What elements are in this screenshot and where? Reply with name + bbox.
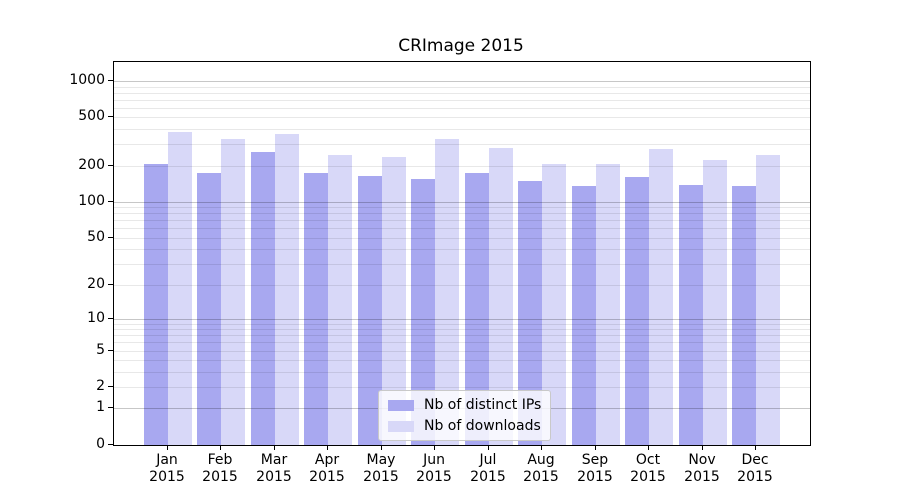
x-tick-label: Jul 2015 bbox=[453, 452, 523, 486]
x-tick-month: Jul bbox=[479, 452, 497, 468]
bar-ips-feb bbox=[197, 173, 221, 445]
bar-ips-oct bbox=[625, 177, 649, 445]
bars-layer bbox=[114, 62, 810, 445]
x-tick-mark bbox=[702, 445, 703, 450]
x-tick-label: Nov 2015 bbox=[667, 452, 737, 486]
x-tick-mark bbox=[274, 445, 275, 450]
bar-ips-jan bbox=[144, 164, 168, 445]
x-tick-label: Jun 2015 bbox=[399, 452, 469, 486]
x-tick-label: Feb 2015 bbox=[185, 452, 255, 486]
y-tick-mark bbox=[108, 201, 113, 202]
bar-downloads-jan bbox=[168, 132, 192, 445]
x-tick-month: Feb bbox=[207, 452, 233, 468]
x-tick-month: Nov bbox=[688, 452, 716, 468]
x-tick-mark bbox=[167, 445, 168, 450]
x-tick-label: Jan 2015 bbox=[132, 452, 202, 486]
y-tick-label: 0 bbox=[96, 436, 105, 452]
x-tick-month: Apr bbox=[314, 452, 340, 468]
bar-downloads-feb bbox=[221, 139, 245, 445]
x-tick-mark bbox=[327, 445, 328, 450]
x-tick-year: 2015 bbox=[684, 469, 720, 485]
legend-label-distinct-ips: Nb of distinct IPs bbox=[424, 397, 542, 413]
x-tick-label: Mar 2015 bbox=[239, 452, 309, 486]
x-tick-mark bbox=[434, 445, 435, 450]
plot-area: Nb of distinct IPs Nb of downloads bbox=[113, 61, 811, 446]
x-tick-month: Sep bbox=[581, 452, 609, 468]
x-tick-year: 2015 bbox=[202, 469, 238, 485]
y-tick-mark bbox=[108, 407, 113, 408]
x-tick-year: 2015 bbox=[523, 469, 559, 485]
bar-ips-nov bbox=[679, 185, 703, 445]
x-tick-year: 2015 bbox=[363, 469, 399, 485]
x-tick-year: 2015 bbox=[470, 469, 506, 485]
y-tick-label: 100 bbox=[78, 193, 105, 209]
bar-ips-sep bbox=[572, 186, 596, 445]
x-tick-label: Sep 2015 bbox=[560, 452, 630, 486]
x-tick-mark bbox=[648, 445, 649, 450]
y-tick-mark bbox=[108, 284, 113, 285]
x-tick-month: Mar bbox=[260, 452, 288, 468]
y-tick-label: 1000 bbox=[69, 72, 105, 88]
x-tick-month: Dec bbox=[741, 452, 769, 468]
y-tick-label: 2 bbox=[96, 378, 105, 394]
y-tick-label: 500 bbox=[78, 108, 105, 124]
legend-swatch-distinct-ips-icon bbox=[388, 399, 414, 411]
y-tick-mark bbox=[108, 318, 113, 319]
x-tick-year: 2015 bbox=[149, 469, 185, 485]
x-tick-label: Aug 2015 bbox=[506, 452, 576, 486]
bar-downloads-nov bbox=[703, 160, 727, 445]
x-tick-label: Oct 2015 bbox=[613, 452, 683, 486]
x-tick-month: May bbox=[366, 452, 396, 468]
bar-downloads-apr bbox=[328, 155, 352, 445]
x-tick-year: 2015 bbox=[577, 469, 613, 485]
x-tick-month: Jun bbox=[423, 452, 445, 468]
y-tick-label: 10 bbox=[87, 310, 105, 326]
x-tick-mark bbox=[755, 445, 756, 450]
x-tick-mark bbox=[381, 445, 382, 450]
x-tick-month: Oct bbox=[635, 452, 661, 468]
x-tick-label: Apr 2015 bbox=[292, 452, 362, 486]
y-tick-label: 200 bbox=[78, 157, 105, 173]
legend-swatch-downloads-icon bbox=[388, 420, 414, 432]
x-tick-mark bbox=[541, 445, 542, 450]
x-tick-mark bbox=[220, 445, 221, 450]
y-tick-mark bbox=[108, 237, 113, 238]
bar-ips-dec bbox=[732, 186, 756, 445]
x-tick-year: 2015 bbox=[309, 469, 345, 485]
x-tick-label: Dec 2015 bbox=[720, 452, 790, 486]
x-tick-year: 2015 bbox=[630, 469, 666, 485]
y-tick-mark bbox=[108, 444, 113, 445]
x-tick-month: Jan bbox=[156, 452, 178, 468]
y-tick-mark bbox=[108, 80, 113, 81]
legend-item-distinct-ips: Nb of distinct IPs bbox=[388, 397, 541, 413]
bar-downloads-mar bbox=[275, 134, 299, 445]
bar-ips-apr bbox=[304, 173, 328, 445]
legend-item-downloads: Nb of downloads bbox=[388, 418, 541, 434]
y-tick-mark bbox=[108, 350, 113, 351]
y-tick-label: 5 bbox=[96, 342, 105, 358]
bar-ips-mar bbox=[251, 152, 275, 445]
y-tick-label: 1 bbox=[96, 399, 105, 415]
y-tick-mark bbox=[108, 116, 113, 117]
chart-title: CRImage 2015 bbox=[398, 36, 524, 56]
y-tick-label: 20 bbox=[87, 276, 105, 292]
x-tick-label: May 2015 bbox=[346, 452, 416, 486]
x-tick-mark bbox=[595, 445, 596, 450]
x-tick-month: Aug bbox=[527, 452, 555, 468]
bar-downloads-sep bbox=[596, 164, 620, 445]
legend: Nb of distinct IPs Nb of downloads bbox=[378, 390, 552, 441]
y-tick-mark bbox=[108, 165, 113, 166]
x-tick-year: 2015 bbox=[737, 469, 773, 485]
x-tick-mark bbox=[488, 445, 489, 450]
bar-downloads-dec bbox=[756, 155, 780, 445]
y-tick-label: 50 bbox=[87, 229, 105, 245]
bar-downloads-oct bbox=[649, 149, 673, 445]
x-tick-year: 2015 bbox=[256, 469, 292, 485]
x-tick-year: 2015 bbox=[416, 469, 452, 485]
y-tick-mark bbox=[108, 386, 113, 387]
legend-label-downloads: Nb of downloads bbox=[424, 418, 541, 434]
